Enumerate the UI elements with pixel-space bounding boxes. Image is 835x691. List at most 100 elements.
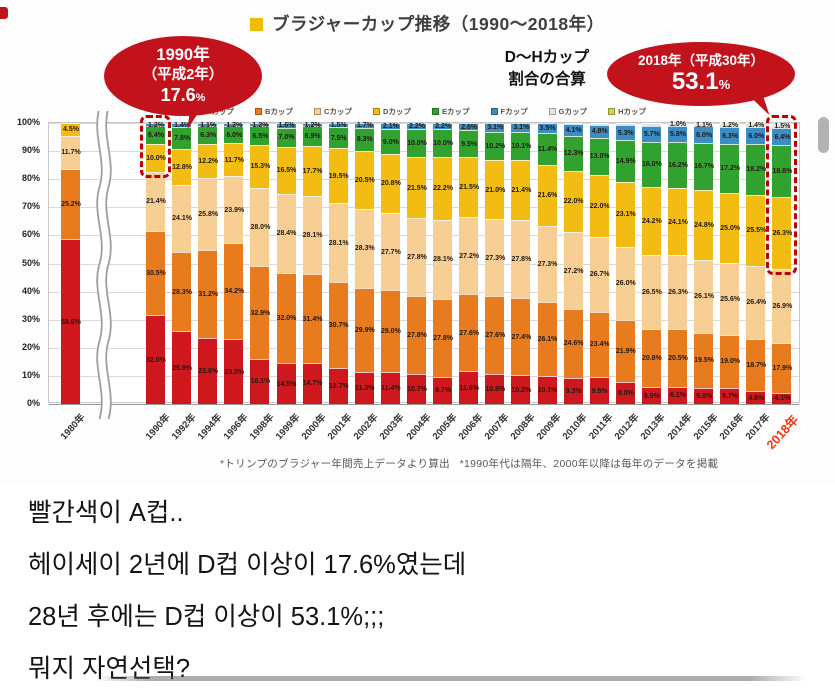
- bar-segment: [250, 266, 270, 359]
- bar-segment: [407, 217, 426, 296]
- bar-segment: [589, 174, 609, 237]
- segment-value-label: 6.0%: [696, 131, 713, 139]
- bar-segment: [380, 154, 400, 213]
- segment-value-label: 26.7%: [589, 271, 610, 279]
- callout-2018-value: 53.1: [671, 68, 719, 95]
- bar: 14.7% 31.4% 28.1% 17.7% 6.9% 1.2%: [302, 122, 323, 404]
- segment-value-label: 17.7%: [302, 167, 323, 175]
- segment-value-label: 6.9%: [304, 133, 321, 141]
- segment-value-label: 10.2%: [511, 386, 532, 394]
- callout-1990-value: 17.6: [160, 84, 196, 105]
- segment-value-label: 27.8%: [511, 256, 532, 264]
- bar-segment: [276, 273, 296, 364]
- segment-value-label: 4.6%: [748, 394, 765, 402]
- bar-segment: [511, 298, 531, 376]
- segment-value-label: 22.0%: [563, 198, 584, 206]
- bar-segment: [485, 123, 505, 132]
- bar: 10.2% 27.4% 27.8% 21.4% 10.1% 3.1%: [511, 123, 531, 404]
- segment-value-label: 1.0%: [670, 121, 686, 129]
- bar-segment: [589, 124, 609, 139]
- segment-value-label: 10.8%: [485, 385, 506, 393]
- segment-value-label: 10.0%: [407, 140, 427, 148]
- bar-segment: [537, 123, 557, 133]
- legend-label: Hカップ: [618, 107, 646, 116]
- segment-value-label: 1.7%: [356, 122, 373, 130]
- segment-value-label: 27.3%: [537, 260, 558, 268]
- segment-value-label: 26.5%: [641, 288, 662, 296]
- segment-value-label: 11.3%: [355, 385, 375, 393]
- bar-segment: [459, 157, 479, 218]
- segment-value-label: 23.9%: [224, 206, 245, 214]
- segment-value-label: 21.9%: [615, 347, 636, 355]
- bar: 4.6% 18.7% 26.4% 25.5% 18.2% 6.0% 1.4%: [746, 122, 766, 404]
- legend-item: Gカップ: [548, 106, 588, 117]
- segment-value-label: 1.4%: [748, 122, 765, 130]
- segment-value-label: 7.8%: [174, 134, 191, 142]
- segment-value-label: 9.3%: [565, 387, 582, 395]
- segment-value-label: 1.6%: [278, 122, 295, 130]
- legend-label: Gカップ: [558, 107, 588, 116]
- bar: 23.0% 34.2% 23.9% 11.7% 6.0% 1.2%: [224, 122, 244, 404]
- bar: 11.4% 29.0% 27.7% 20.8% 9.0% 2.1%: [380, 123, 401, 404]
- segment-value-label: 10.2%: [485, 143, 506, 151]
- bar-segment: [746, 143, 766, 195]
- bar-segment: [772, 392, 792, 404]
- segment-value-label: 12.7%: [328, 383, 349, 391]
- bar-segment: [224, 339, 244, 404]
- bar-segment: [459, 217, 479, 294]
- bar: 23.6% 31.2% 25.8% 12.2% 6.3% 1.1%: [198, 122, 218, 404]
- bar-segment: [485, 373, 505, 404]
- segment-value-label: 2.2%: [435, 123, 452, 131]
- bar-segment: [302, 195, 322, 275]
- bar-segment: [250, 144, 270, 188]
- segment-value-label: 5.8%: [696, 392, 713, 400]
- callout-2018-year: 2018年（平成30年）: [637, 53, 765, 68]
- bar-segment: [511, 160, 531, 221]
- bar-segment: [328, 203, 348, 283]
- segment-value-label: 10.7%: [407, 385, 427, 393]
- bar-segment: [380, 290, 400, 372]
- bar-segment: [668, 329, 687, 387]
- segment-value-label: 5.9%: [643, 392, 660, 400]
- callout-1990-bubble: 1990年 （平成2年） 17.6%: [104, 36, 262, 116]
- segment-value-label: 28.1%: [328, 239, 349, 247]
- segment-value-label: 19.5%: [328, 172, 349, 180]
- segment-value-label: 10.0%: [146, 154, 166, 162]
- bar-segment: [146, 123, 165, 127]
- segment-value-label: 27.6%: [485, 331, 506, 339]
- segment-value-label: 31.4%: [302, 315, 323, 323]
- segment-value-label: 15.3%: [250, 163, 271, 171]
- y-tick-label: 70%: [21, 201, 40, 212]
- bar-segment: [537, 302, 557, 376]
- bar-segment: [641, 328, 661, 388]
- comment-line: 헤이세이 2년에 D컵 이상이 17.6%였는데: [28, 551, 467, 579]
- segment-value-label: 4.8%: [591, 128, 608, 136]
- chart-title: ブラジャーカップ推移（1990〜2018年）: [250, 11, 605, 36]
- red-corner-artifact: [0, 7, 8, 19]
- bar-segment: [694, 123, 714, 127]
- bar-segment: [302, 362, 322, 404]
- bar-segment: [615, 125, 635, 141]
- segment-value-label: 26.3%: [668, 289, 688, 297]
- legend-item: Dカップ: [372, 106, 411, 117]
- bar-segment: [641, 125, 661, 142]
- segment-value-label: 27.2%: [563, 267, 584, 275]
- segment-value-label: 25.2%: [61, 200, 81, 208]
- segment-value-label: 1.4%: [174, 121, 191, 129]
- bar-segment: [146, 144, 165, 172]
- y-tick-label: 30%: [21, 313, 40, 324]
- bar-segment: [563, 170, 583, 233]
- cropped-next-line-artifact: [95, 676, 807, 681]
- bar-segment: [772, 197, 792, 270]
- segment-value-label: 5.7%: [722, 393, 739, 400]
- bar-segment: [354, 288, 374, 373]
- scrollbar-thumb[interactable]: [818, 117, 829, 153]
- segment-value-label: 28.1%: [302, 231, 323, 239]
- bar-segment: [198, 250, 218, 338]
- segment-value-label: 19.5%: [694, 357, 715, 365]
- title-legend-swatch-icon: [250, 18, 263, 31]
- segment-value-label: 2.1%: [382, 122, 399, 130]
- bar-segment: [407, 295, 426, 374]
- bar-segment: [172, 126, 192, 149]
- segment-value-label: 11.7%: [61, 149, 81, 157]
